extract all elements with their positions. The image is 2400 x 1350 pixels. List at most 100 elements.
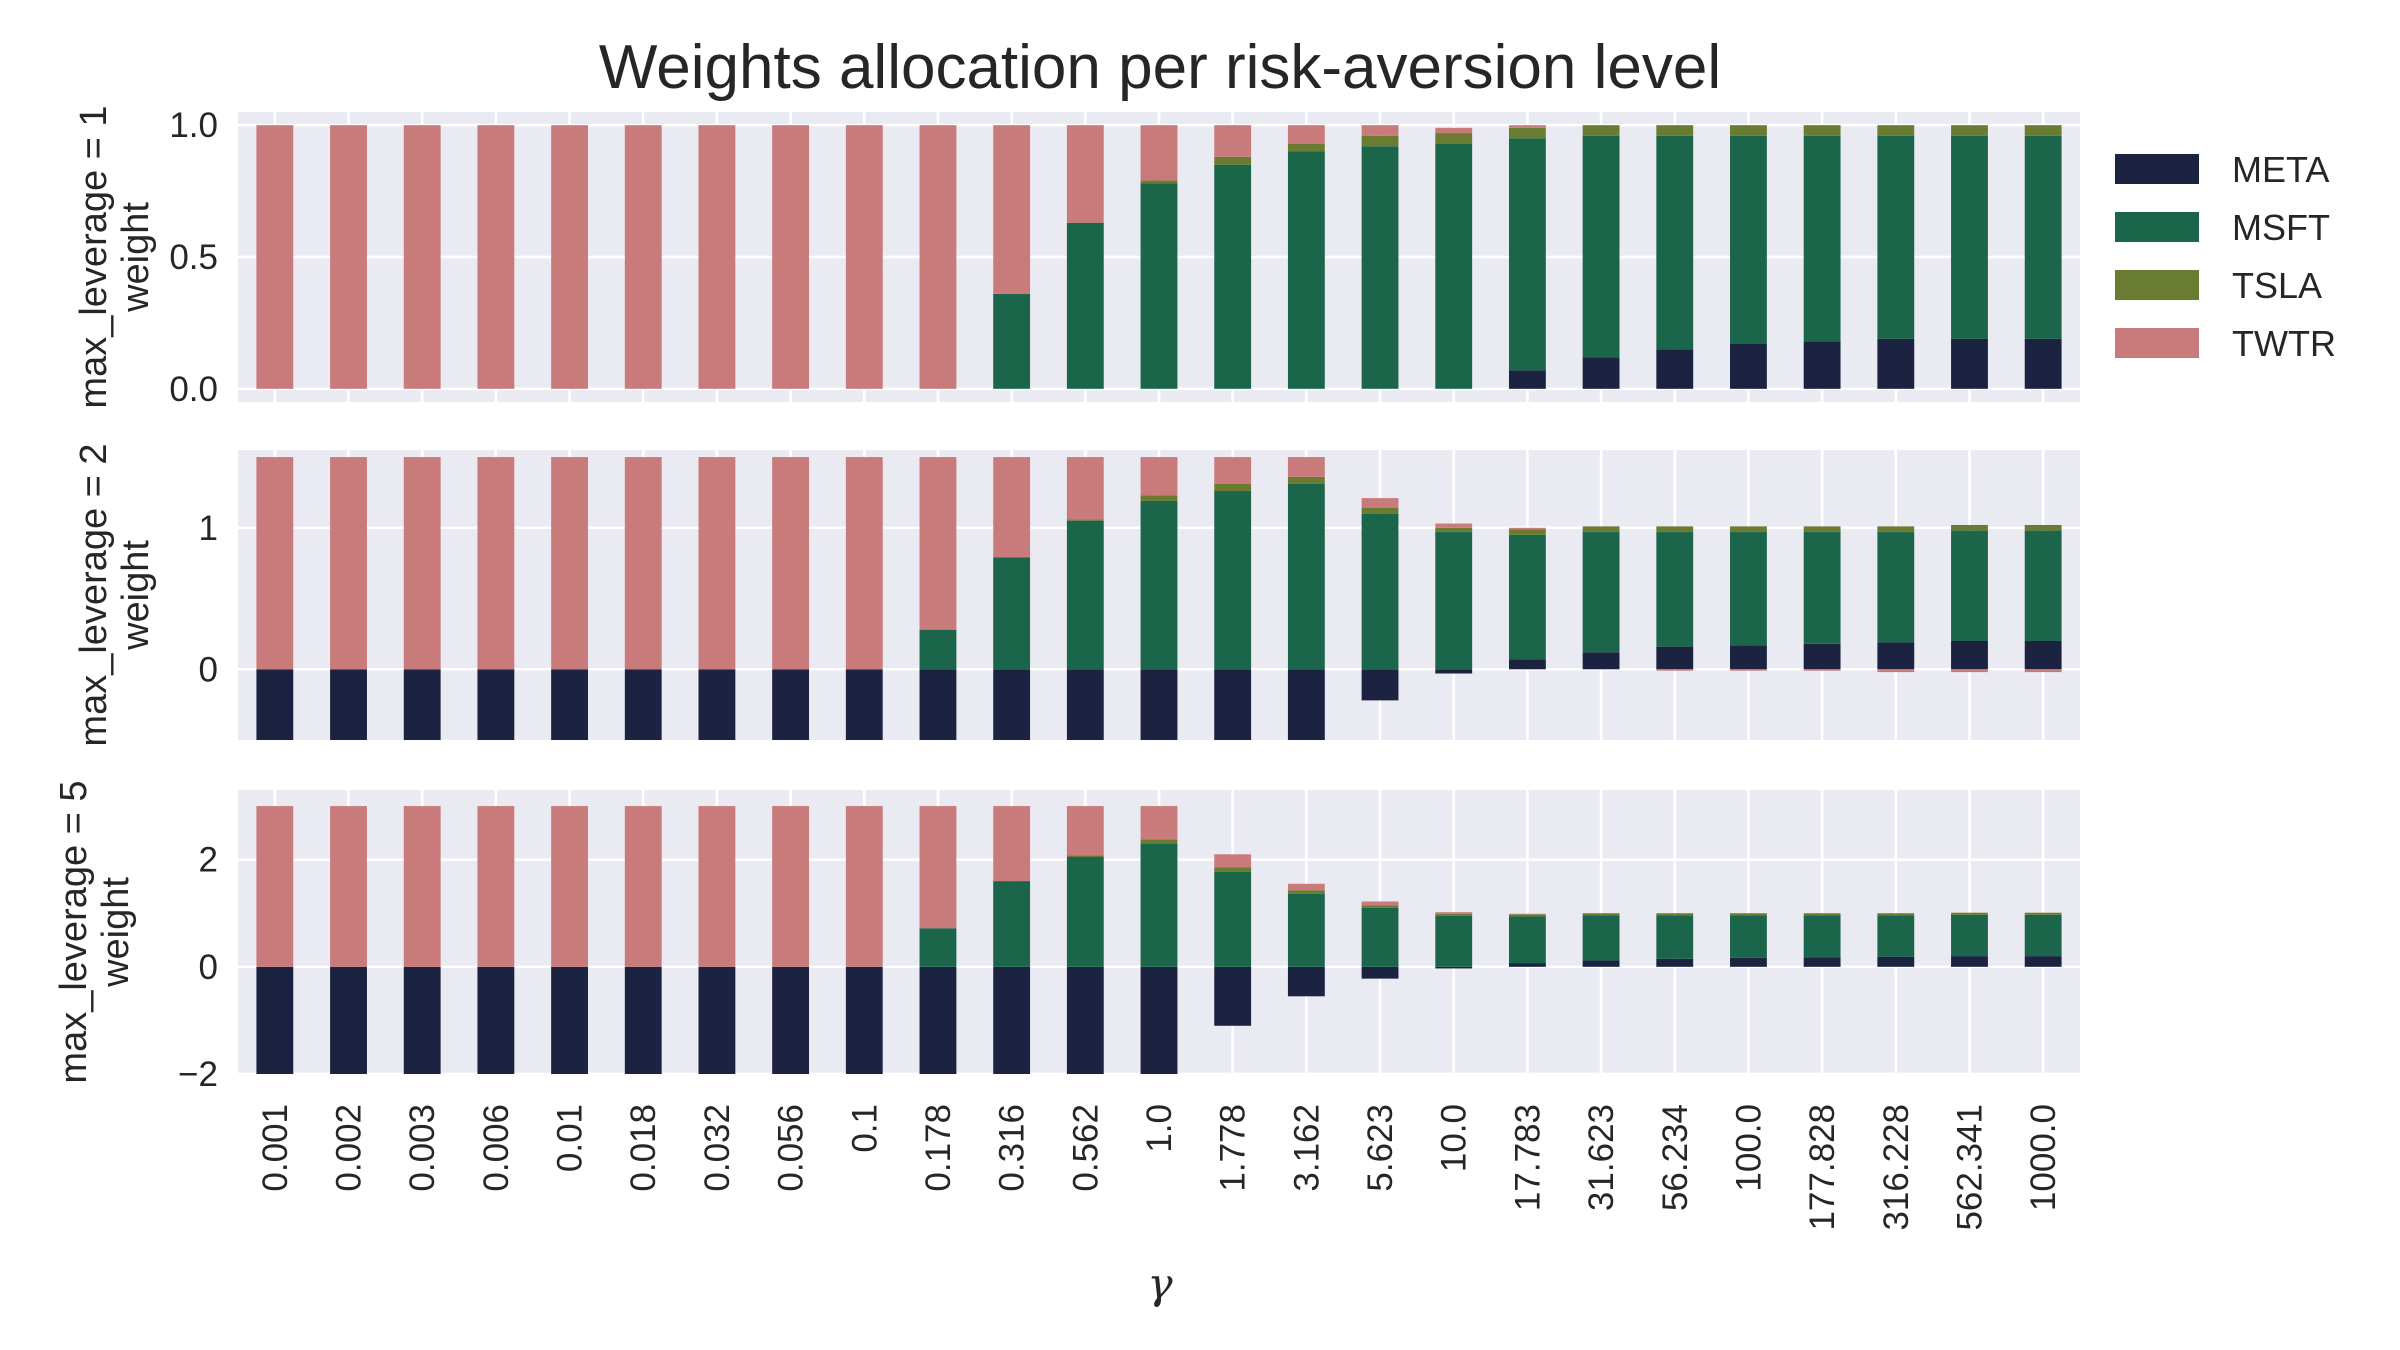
x-tick-label: 0.178 bbox=[919, 1104, 958, 1192]
legend-label-meta: META bbox=[2232, 149, 2329, 190]
x-tick-label: 0.001 bbox=[256, 1104, 295, 1192]
bar-meta-316.228 bbox=[1877, 956, 1915, 967]
bar-meta-5.623 bbox=[1361, 669, 1399, 701]
bar-msft-56.234 bbox=[1656, 915, 1694, 959]
bar-meta-3.162 bbox=[1287, 966, 1325, 997]
bar-meta-31.623 bbox=[1582, 652, 1620, 670]
bar-twtr-177.828 bbox=[1803, 669, 1841, 671]
x-tick-label: 1000.0 bbox=[2024, 1104, 2063, 1211]
bar-meta-1.778 bbox=[1214, 669, 1252, 740]
bar-twtr-56.234 bbox=[1656, 669, 1694, 671]
bar-twtr-0.178 bbox=[919, 125, 957, 389]
bar-tsla-562.341 bbox=[1951, 524, 1988, 531]
bar-msft-1000.0 bbox=[2024, 914, 2062, 957]
bar-twtr-3.162 bbox=[1287, 457, 1325, 477]
bar-meta-56.234 bbox=[1656, 349, 1694, 389]
bar-msft-3.162 bbox=[1287, 893, 1325, 967]
bar-tsla-177.828 bbox=[1803, 913, 1841, 916]
bar-twtr-0.1 bbox=[845, 806, 883, 967]
x-tick-label: 0.056 bbox=[772, 1104, 811, 1192]
bar-twtr-0.1 bbox=[845, 457, 883, 670]
bar-meta-316.228 bbox=[1877, 338, 1915, 389]
bar-tsla-562.341 bbox=[1951, 912, 1988, 915]
bar-msft-10.0 bbox=[1435, 143, 1473, 389]
bar-msft-0.562 bbox=[1066, 520, 1104, 670]
chart-legend: META MSFT TSLA TWTR bbox=[2115, 149, 2336, 364]
bar-twtr-0.056 bbox=[772, 457, 810, 670]
bar-twtr-5.623 bbox=[1361, 901, 1399, 906]
x-tick-label: 5.623 bbox=[1361, 1104, 1400, 1192]
bar-twtr-3.162 bbox=[1287, 125, 1325, 144]
bar-meta-17.783 bbox=[1508, 659, 1546, 670]
bar-tsla-316.228 bbox=[1877, 913, 1915, 916]
bar-msft-562.341 bbox=[1951, 135, 1988, 339]
bar-tsla-1.0 bbox=[1140, 839, 1178, 844]
bar-msft-1.0 bbox=[1140, 183, 1178, 389]
legend-label-msft: MSFT bbox=[2232, 207, 2330, 248]
bar-meta-316.228 bbox=[1877, 642, 1915, 670]
bar-msft-1000.0 bbox=[2024, 135, 2062, 339]
bar-msft-316.228 bbox=[1877, 532, 1915, 643]
bar-tsla-100.0 bbox=[1730, 913, 1767, 916]
bar-tsla-10.0 bbox=[1435, 133, 1473, 144]
legend-swatch-msft bbox=[2115, 212, 2199, 242]
bar-meta-0.032 bbox=[698, 966, 736, 1074]
bar-tsla-1000.0 bbox=[2024, 125, 2062, 136]
bar-twtr-0.01 bbox=[551, 806, 588, 967]
bar-tsla-3.162 bbox=[1287, 143, 1325, 152]
bar-meta-1000.0 bbox=[2024, 338, 2062, 389]
bar-tsla-31.623 bbox=[1582, 913, 1620, 916]
bar-meta-0.316 bbox=[993, 669, 1031, 740]
bar-tsla-17.783 bbox=[1508, 127, 1546, 139]
bar-twtr-0.056 bbox=[772, 125, 810, 389]
chart-panels: 0.0 0.5 1.0 max_leverage = 1weight 0 1 max_lev… bbox=[53, 105, 2080, 1231]
bar-msft-5.623 bbox=[1361, 907, 1399, 967]
bar-twtr-0.032 bbox=[698, 457, 736, 670]
bar-twtr-0.562 bbox=[1066, 125, 1104, 223]
bar-tsla-17.783 bbox=[1508, 914, 1546, 917]
bar-tsla-3.162 bbox=[1287, 476, 1325, 484]
bar-twtr-3.162 bbox=[1287, 883, 1325, 891]
x-tick-label: 0.1 bbox=[845, 1104, 884, 1153]
bar-msft-177.828 bbox=[1803, 135, 1841, 342]
bar-meta-0.002 bbox=[330, 669, 367, 740]
legend-swatch-tsla bbox=[2115, 270, 2199, 300]
bar-msft-0.178 bbox=[919, 629, 957, 670]
bar-msft-31.623 bbox=[1582, 532, 1620, 653]
bar-meta-0.562 bbox=[1066, 669, 1104, 740]
x-tick-label: 31.623 bbox=[1582, 1104, 1621, 1211]
bar-msft-1.778 bbox=[1214, 871, 1252, 967]
bar-twtr-17.783 bbox=[1508, 913, 1546, 915]
legend-swatch-twtr bbox=[2115, 328, 2199, 358]
y-tick-label: 0.0 bbox=[169, 370, 218, 409]
legend-label-twtr: TWTR bbox=[2232, 323, 2336, 364]
bar-meta-562.341 bbox=[1951, 640, 1988, 670]
bar-twtr-10.0 bbox=[1435, 523, 1473, 528]
bar-tsla-56.234 bbox=[1656, 125, 1694, 136]
bar-meta-0.01 bbox=[551, 966, 588, 1074]
bar-msft-31.623 bbox=[1582, 915, 1620, 961]
bar-msft-17.783 bbox=[1508, 534, 1546, 660]
bar-twtr-1.0 bbox=[1140, 806, 1178, 840]
bar-twtr-5.623 bbox=[1361, 498, 1399, 508]
bar-meta-56.234 bbox=[1656, 646, 1694, 670]
x-tick-label: 10.0 bbox=[1435, 1104, 1474, 1172]
bar-meta-177.828 bbox=[1803, 341, 1841, 389]
bar-msft-56.234 bbox=[1656, 135, 1694, 350]
bar-twtr-0.018 bbox=[624, 125, 662, 389]
bar-meta-17.783 bbox=[1508, 963, 1546, 967]
bar-msft-0.316 bbox=[993, 293, 1031, 389]
bar-meta-0.001 bbox=[256, 669, 294, 740]
bar-twtr-0.032 bbox=[698, 125, 736, 389]
bar-msft-0.562 bbox=[1066, 856, 1104, 967]
bar-msft-100.0 bbox=[1730, 915, 1767, 958]
bar-twtr-17.783 bbox=[1508, 527, 1546, 530]
x-tick-label: 0.316 bbox=[993, 1104, 1032, 1192]
bar-meta-0.1 bbox=[845, 669, 883, 740]
bar-twtr-0.01 bbox=[551, 125, 588, 389]
bar-tsla-5.623 bbox=[1361, 508, 1399, 514]
bar-tsla-31.623 bbox=[1582, 125, 1620, 136]
bar-tsla-100.0 bbox=[1730, 526, 1767, 533]
